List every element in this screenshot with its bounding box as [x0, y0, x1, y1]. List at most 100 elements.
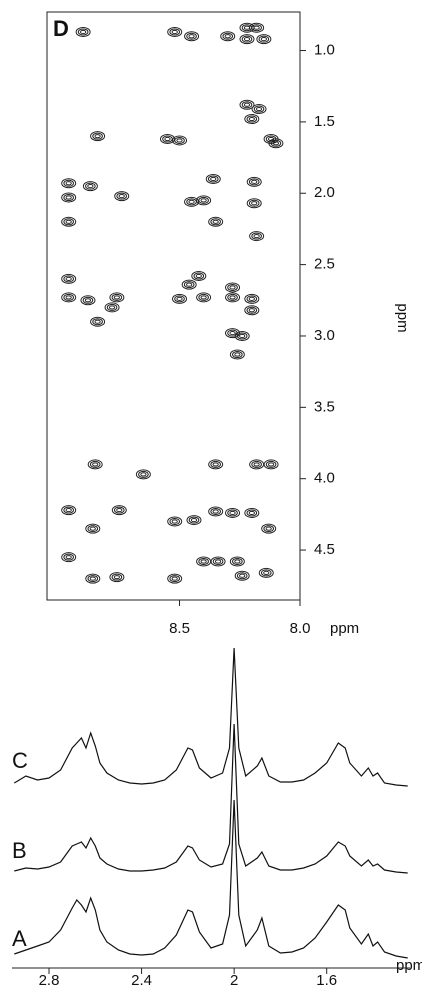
contour-ring — [225, 507, 241, 518]
contour-ring — [198, 196, 209, 204]
cross-peak — [111, 505, 127, 516]
contour-ring — [200, 198, 207, 203]
contour-ring — [87, 575, 99, 583]
contour-ring — [188, 516, 200, 524]
y-tick-label: 1.0 — [314, 42, 335, 59]
cross-peak — [239, 99, 255, 110]
contour-ring — [159, 134, 175, 145]
contour-ring — [272, 141, 280, 146]
contour-ring — [186, 32, 197, 40]
contour-ring — [135, 469, 151, 480]
cross-peak — [196, 195, 212, 206]
cross-peak — [135, 469, 151, 480]
contour-ring — [113, 295, 120, 300]
contour-ring — [113, 575, 120, 580]
contour-ring — [253, 233, 260, 239]
contour-ring — [239, 333, 246, 339]
cross-peak — [208, 216, 224, 227]
cross-peak — [268, 138, 284, 149]
contour-ring — [61, 178, 77, 189]
cross-peak — [167, 26, 183, 37]
contour-ring — [87, 525, 99, 533]
contour-ring — [167, 516, 183, 527]
contour-ring — [229, 556, 245, 567]
contour-ring — [248, 199, 260, 207]
spectrum-label: B — [12, 838, 27, 863]
contour-ring — [94, 134, 101, 139]
cross-peak — [80, 295, 96, 306]
contour-ring — [80, 295, 96, 306]
contour-ring — [212, 509, 219, 514]
contour-ring — [65, 507, 72, 513]
cross-peak — [172, 293, 188, 304]
x-tick-label: 8.5 — [169, 620, 190, 637]
cross-peak — [172, 135, 188, 146]
contour-ring — [113, 506, 125, 514]
contour-ring — [186, 198, 197, 206]
contour-ring — [251, 179, 258, 184]
cross-peak — [208, 506, 224, 517]
x-axis-label: ppm — [330, 620, 359, 637]
contour-ring — [225, 292, 241, 303]
contour-ring — [244, 507, 260, 518]
contour-ring — [195, 273, 202, 279]
contour-ring — [256, 34, 272, 45]
y-tick-label: 2.5 — [314, 256, 335, 273]
cross-peak — [75, 26, 91, 37]
cross-peak — [244, 507, 260, 518]
contour-ring — [114, 191, 130, 202]
contour-ring — [229, 331, 236, 336]
contour-ring — [267, 462, 275, 467]
contour-ring — [61, 192, 77, 203]
contour-ring — [263, 525, 274, 533]
contour-ring — [61, 505, 77, 516]
contour-ring — [258, 567, 274, 578]
contour-ring — [176, 296, 183, 301]
cross-peak — [85, 523, 101, 534]
contour-ring — [239, 573, 246, 578]
cross-peak — [208, 459, 224, 470]
contour-ring — [246, 115, 258, 123]
cross-peak — [249, 459, 265, 470]
contour-ring — [253, 462, 260, 467]
contour-ring — [205, 173, 221, 184]
contour-ring — [270, 139, 282, 147]
contour-ring — [241, 35, 253, 43]
cross-peak — [61, 178, 77, 189]
x-tick-label: 8.0 — [290, 620, 311, 637]
contour-ring — [253, 105, 265, 113]
contour-ring — [207, 175, 219, 183]
contour-ring — [225, 328, 241, 339]
contour-ring — [63, 194, 74, 202]
cross-peak — [246, 176, 262, 187]
contour-ring — [190, 517, 198, 523]
contour-ring — [224, 34, 231, 39]
cross-peak — [196, 292, 212, 303]
contour-ring — [251, 460, 262, 468]
contour-ring — [200, 559, 207, 564]
cross-peak — [104, 302, 120, 313]
contour-ring — [225, 282, 241, 293]
cross-peak — [229, 556, 245, 567]
contour-ring — [248, 116, 255, 122]
contour-ring — [249, 231, 265, 242]
contour-ring — [89, 460, 101, 468]
contour-ring — [260, 37, 267, 42]
cross-peak — [184, 31, 200, 42]
contour-ring — [171, 519, 178, 524]
contour-ring — [258, 35, 270, 43]
contour-ring — [255, 106, 263, 112]
spectrum — [13, 647, 408, 787]
contour-ring — [63, 506, 74, 514]
cross-peak — [61, 273, 77, 284]
cross-peak — [244, 293, 260, 304]
contour-ring — [171, 29, 178, 35]
contour-ring — [92, 132, 103, 140]
y-tick-label: 3.0 — [314, 327, 335, 344]
contour-ring — [164, 136, 171, 142]
spectrum — [14, 799, 408, 959]
y-tick-label: 4.5 — [314, 541, 335, 558]
cross-peak — [225, 282, 241, 293]
contour-ring — [94, 319, 101, 324]
contour-ring — [111, 293, 123, 301]
